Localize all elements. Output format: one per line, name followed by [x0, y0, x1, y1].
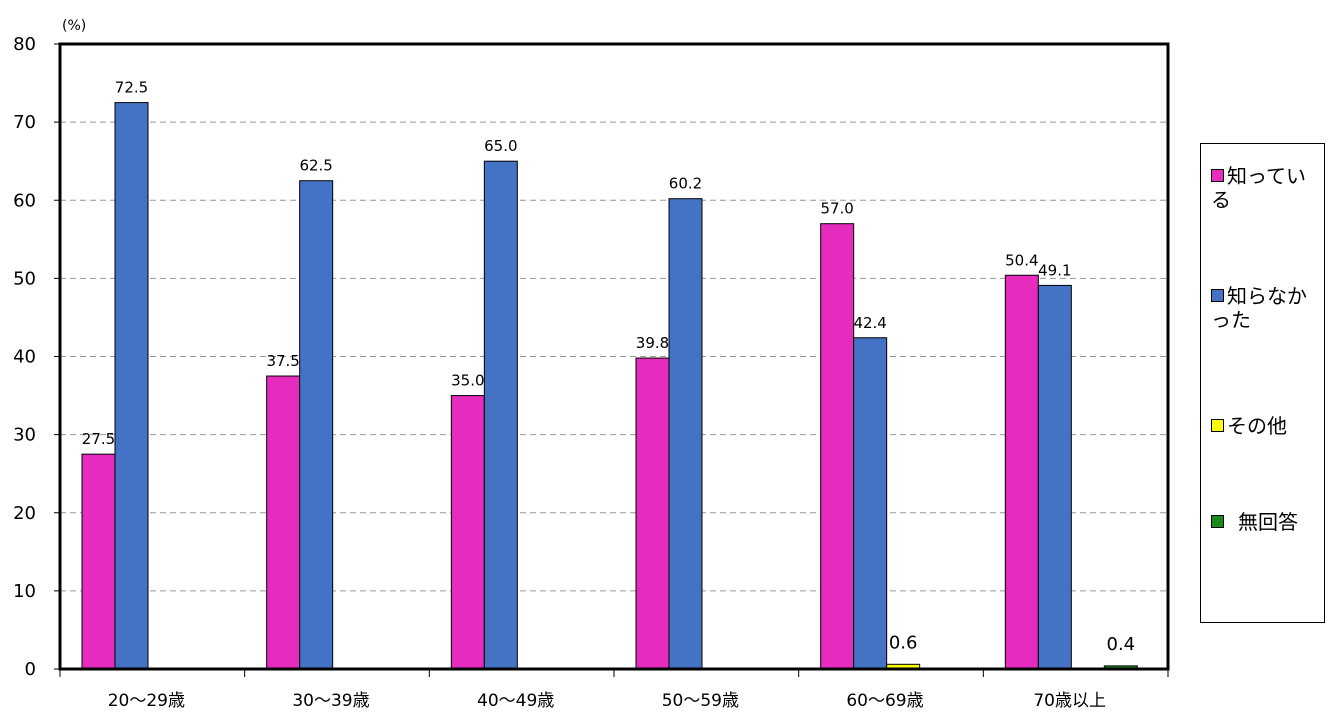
bar [853, 337, 888, 670]
bar [81, 453, 116, 670]
legend-label-no-answer: 無回答 [1238, 510, 1298, 534]
x-tick-label: 50～59歳 [662, 691, 739, 711]
bar [668, 198, 703, 670]
y-tick-label: 0 [25, 659, 36, 680]
data-label: 57.0 [820, 200, 853, 218]
legend: 知っている 知らなかった その他 無回答 [1200, 143, 1325, 623]
bar [299, 180, 334, 670]
y-tick-label: 20 [13, 503, 36, 524]
data-labels: 27.5 37.5 35.0 39.8 57.0 50.4 72.5 62.5 65.0 60.2… [82, 79, 1135, 655]
legend-label-other: その他 [1227, 414, 1287, 438]
data-label: 72.5 [115, 79, 148, 97]
x-tick-label: 30～39歳 [292, 691, 369, 711]
bar [820, 223, 855, 670]
y-tick-label: 30 [13, 425, 36, 446]
legend-item-know: 知っている [1211, 164, 1323, 212]
bar [635, 357, 670, 670]
y-tick-label: 50 [13, 268, 36, 289]
bar [450, 395, 485, 670]
legend-item-no-answer: 無回答 [1211, 510, 1323, 534]
data-label: 60.2 [669, 175, 702, 193]
legend-swatch-know [1211, 169, 1224, 182]
legend-swatch-didnt-know [1211, 289, 1224, 302]
data-label: 0.4 [1107, 634, 1136, 655]
gridlines [60, 121, 1168, 592]
data-label: 50.4 [1005, 251, 1038, 269]
data-label: 0.6 [889, 632, 918, 653]
x-tick-label: 20～29歳 [108, 691, 185, 711]
legend-swatch-other [1211, 419, 1224, 432]
legend-label-know: 知っている [1211, 164, 1306, 212]
y-tick-label: 70 [13, 112, 36, 133]
x-tick-label: 60～69歳 [846, 691, 923, 711]
data-label: 49.1 [1038, 261, 1071, 279]
x-axis-ticks: 20～29歳 30～39歳 40～49歳 50～59歳 60～69歳 70歳以上 [59, 669, 1169, 711]
y-tick-label: 40 [13, 347, 36, 368]
data-label: 39.8 [636, 334, 669, 352]
data-label: 37.5 [266, 352, 299, 370]
legend-item-other: その他 [1211, 414, 1323, 438]
data-label: 62.5 [299, 157, 332, 175]
x-tick-label: 70歳以上 [1033, 691, 1106, 711]
bar [1004, 274, 1039, 670]
y-tick-label: 10 [13, 581, 36, 602]
bar [1037, 284, 1072, 670]
data-label: 27.5 [82, 430, 115, 448]
y-tick-label: 60 [13, 190, 36, 211]
legend-label-didnt-know: 知らなかった [1211, 284, 1307, 332]
legend-swatch-no-answer [1211, 515, 1224, 528]
x-tick-label: 40～49歳 [477, 691, 554, 711]
y-axis-ticks: 0 10 20 30 40 50 60 70 80 [13, 34, 60, 680]
y-tick-label: 80 [13, 34, 36, 55]
data-label: 42.4 [853, 314, 886, 332]
legend-item-didnt-know: 知らなかった [1211, 284, 1323, 332]
y-axis-unit-label: (%) [62, 18, 86, 34]
bars [81, 102, 1138, 670]
data-label: 65.0 [484, 137, 517, 155]
bar [114, 102, 149, 670]
bar [266, 375, 301, 670]
bar [483, 160, 518, 670]
data-label: 35.0 [451, 372, 484, 390]
